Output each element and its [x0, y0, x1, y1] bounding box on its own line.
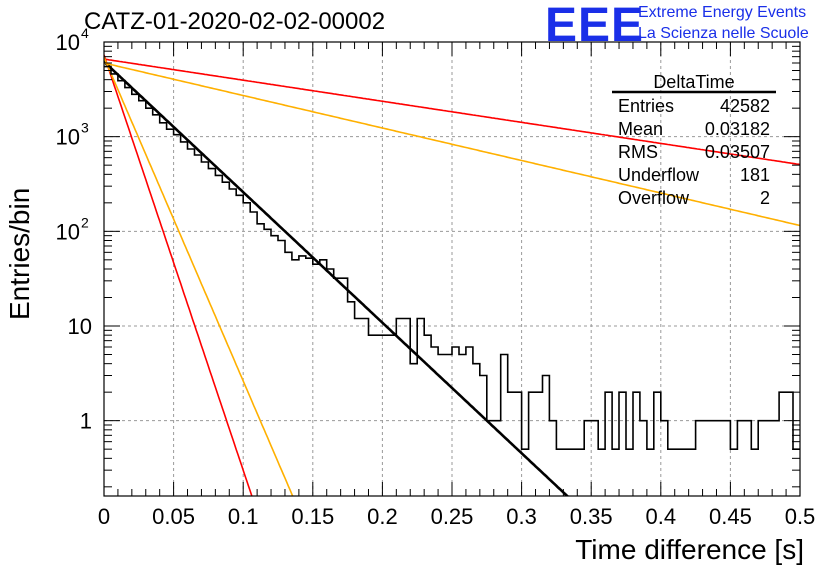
x-tick-label: 0.25 [431, 504, 474, 529]
x-tick-label: 0.2 [367, 504, 398, 529]
stats-title: DeltaTime [653, 72, 734, 92]
y-tick-exponent: 2 [81, 214, 89, 230]
stats-row-label: Overflow [618, 188, 690, 208]
stats-row-value: 181 [740, 165, 770, 185]
y-tick-label: 10 [68, 314, 92, 339]
y-tick-label: 1 [80, 409, 92, 434]
stats-row-label: Mean [618, 119, 663, 139]
x-tick-label: 0.4 [646, 504, 677, 529]
x-tick-label: 0.05 [152, 504, 195, 529]
stats-row-label: Entries [618, 96, 674, 116]
fit-line-4 [104, 56, 294, 496]
logo-line-2: La Scienza nelle Scuole [638, 25, 809, 42]
x-axis-label: Time difference [s] [575, 534, 804, 565]
x-tick-label: 0.1 [228, 504, 259, 529]
y-tick-exponent: 3 [81, 120, 89, 136]
fit-line-3 [104, 54, 253, 496]
logo-line-1: Extreme Energy Events [638, 4, 807, 21]
fit-line-0 [104, 60, 570, 496]
fit-line-1 [104, 58, 800, 166]
x-tick-label: 0.45 [709, 504, 752, 529]
y-tick-label: 10 [56, 219, 80, 244]
fit-line-2 [104, 62, 800, 227]
stats-row-value: 0.03507 [705, 142, 770, 162]
x-tick-label: 0.15 [291, 504, 334, 529]
stats-row-value: 2 [760, 188, 770, 208]
y-tick-label: 10 [56, 125, 80, 150]
stats-row-label: Underflow [618, 165, 700, 185]
y-tick-label: 10 [56, 30, 80, 55]
chart-title: CATZ-01-2020-02-02-00002 [84, 8, 386, 35]
stats-row-value: 42582 [720, 96, 770, 116]
y-tick-exponent: 4 [81, 25, 89, 41]
x-tick-label: 0 [98, 504, 110, 529]
x-tick-label: 0.5 [785, 504, 816, 529]
histogram-line [104, 65, 800, 450]
stats-row-label: RMS [618, 142, 658, 162]
eee-logo: EEE [545, 0, 645, 52]
x-tick-label: 0.3 [506, 504, 537, 529]
x-tick-label: 0.35 [570, 504, 613, 529]
stats-row-value: 0.03182 [705, 119, 770, 139]
